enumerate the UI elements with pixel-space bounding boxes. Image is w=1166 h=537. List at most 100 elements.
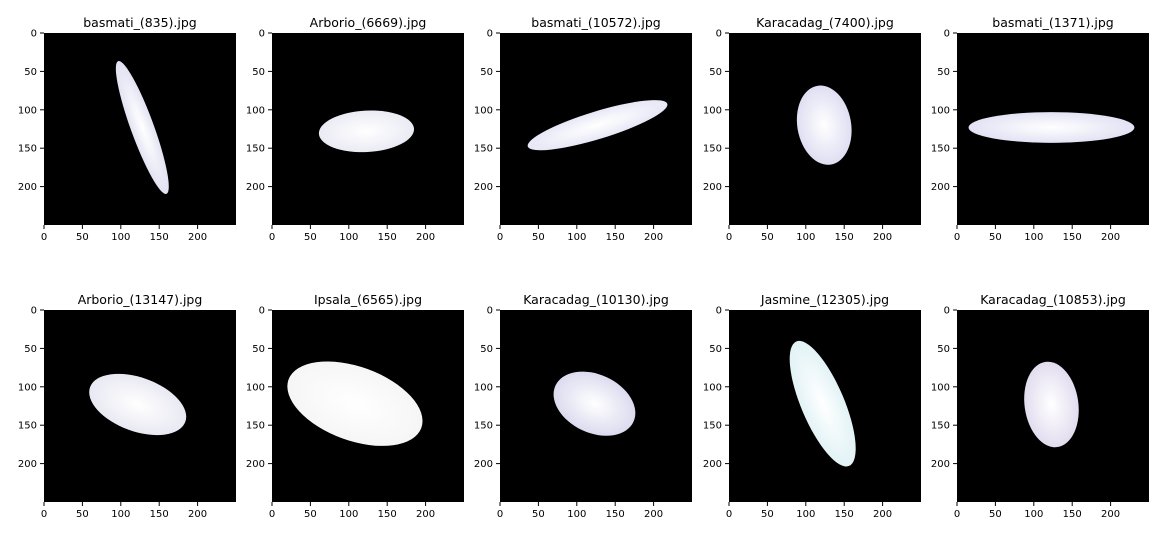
y-tick-label: 200: [246, 182, 265, 193]
x-tick-label: 150: [606, 509, 625, 520]
subplot-4: Karacadag_(7400).jpg 0 50 100 150 200 0 50 100 15…: [703, 15, 921, 243]
subplot-6: Arborio_(13147).jpg 0 50 100 150 200 0 50 100 150…: [18, 292, 236, 520]
x-tick-label: 0: [726, 232, 732, 243]
y-tick-label: 0: [487, 306, 493, 317]
x-tick-label: 150: [378, 509, 397, 520]
rice-grain: [115, 60, 169, 194]
x-tick-label: 100: [796, 232, 815, 243]
y-tick-label: 150: [931, 144, 950, 155]
rice-grain: [318, 110, 415, 153]
x-tick-label: 0: [41, 509, 47, 520]
x-tick-label: 200: [644, 509, 663, 520]
x-tick-label: 150: [150, 232, 169, 243]
y-tick-label: 0: [716, 29, 722, 40]
x-tick-label: 50: [304, 232, 317, 243]
subplot-7: Ipsala_(6565).jpg 0 50 100 150 200 0 50 100 150 20…: [246, 292, 464, 520]
x-tick-label: 150: [835, 232, 854, 243]
rice-grain: [527, 100, 668, 151]
x-tick-label: 50: [989, 232, 1002, 243]
y-tick-label: 200: [931, 182, 950, 193]
rice-grain: [1024, 361, 1079, 448]
y-tick-label: 100: [474, 382, 493, 393]
x-tick-label: 200: [416, 232, 435, 243]
y-tick-label: 50: [252, 344, 265, 355]
y-tick-label: 50: [252, 67, 265, 78]
y-tick-label: 50: [937, 344, 950, 355]
x-tick-label: 150: [378, 232, 397, 243]
y-tick-label: 100: [703, 105, 722, 116]
x-tick-label: 0: [954, 509, 960, 520]
subplot-title: Jasmine_(12305).jpg: [760, 292, 889, 307]
subplot-title: basmati_(10572).jpg: [531, 15, 660, 30]
y-tick-label: 50: [709, 344, 722, 355]
y-tick-label: 0: [944, 29, 950, 40]
y-tick-label: 200: [703, 182, 722, 193]
x-tick-label: 0: [954, 232, 960, 243]
y-tick-label: 50: [24, 344, 37, 355]
x-tick-label: 50: [989, 509, 1002, 520]
x-tick-label: 50: [761, 509, 774, 520]
x-tick-label: 0: [269, 232, 275, 243]
y-tick-label: 100: [931, 105, 950, 116]
y-tick-label: 50: [480, 67, 493, 78]
subplot-title: Karacadag_(10130).jpg: [523, 292, 669, 307]
y-tick-label: 150: [474, 421, 493, 432]
x-tick-label: 0: [497, 232, 503, 243]
y-tick-label: 200: [18, 182, 37, 193]
x-tick-label: 150: [606, 232, 625, 243]
x-tick-label: 50: [304, 509, 317, 520]
y-tick-label: 50: [709, 67, 722, 78]
x-tick-label: 100: [567, 232, 586, 243]
rice-grain: [287, 361, 423, 446]
x-tick-label: 50: [532, 232, 545, 243]
x-tick-label: 0: [497, 509, 503, 520]
y-tick-label: 150: [246, 144, 265, 155]
x-tick-label: 200: [188, 509, 207, 520]
y-tick-label: 150: [931, 421, 950, 432]
x-tick-label: 50: [532, 509, 545, 520]
x-tick-label: 100: [111, 509, 130, 520]
subplot-9: Jasmine_(12305).jpg 0 50 100 150 200 0 50 100 150…: [703, 292, 921, 520]
x-tick-label: 100: [796, 509, 815, 520]
rice-grain: [553, 371, 636, 436]
x-tick-label: 0: [41, 232, 47, 243]
subplot-8: Karacadag_(10130).jpg 0 50 100 150 200 0 50 100 1…: [474, 292, 692, 520]
x-tick-label: 200: [1101, 232, 1120, 243]
y-tick-label: 150: [246, 421, 265, 432]
y-tick-label: 200: [931, 459, 950, 470]
y-tick-label: 100: [931, 382, 950, 393]
x-tick-label: 150: [835, 509, 854, 520]
subplot-title: Ipsala_(6565).jpg: [314, 292, 422, 307]
x-tick-label: 100: [1024, 232, 1043, 243]
y-tick-label: 0: [716, 306, 722, 317]
y-tick-label: 150: [18, 421, 37, 432]
rice-grain: [968, 112, 1135, 143]
y-tick-label: 0: [944, 306, 950, 317]
x-tick-label: 100: [1024, 509, 1043, 520]
x-tick-label: 0: [269, 509, 275, 520]
subplot-5: basmati_(1371).jpg 0 50 100 150 200 0 50 100 150 2…: [931, 15, 1149, 243]
x-tick-label: 100: [339, 509, 358, 520]
x-tick-label: 50: [761, 232, 774, 243]
y-tick-label: 100: [703, 382, 722, 393]
y-tick-label: 200: [18, 459, 37, 470]
y-tick-label: 150: [703, 144, 722, 155]
y-tick-label: 200: [246, 459, 265, 470]
y-tick-label: 0: [31, 306, 37, 317]
y-tick-label: 200: [474, 459, 493, 470]
x-tick-label: 50: [76, 509, 89, 520]
rice-grain: [789, 340, 856, 467]
y-tick-label: 50: [480, 344, 493, 355]
y-tick-label: 0: [31, 29, 37, 40]
rice-grain: [89, 373, 187, 436]
x-tick-label: 100: [111, 232, 130, 243]
x-tick-label: 100: [339, 232, 358, 243]
subplot-title: Arborio_(6669).jpg: [310, 15, 427, 30]
y-tick-label: 100: [474, 105, 493, 116]
y-tick-label: 100: [18, 382, 37, 393]
x-tick-label: 200: [873, 232, 892, 243]
subplot-1: basmati_(835).jpg 0 50 100 150 200 0 50 100 150 20…: [18, 15, 236, 243]
x-tick-label: 50: [76, 232, 89, 243]
y-tick-label: 100: [246, 105, 265, 116]
